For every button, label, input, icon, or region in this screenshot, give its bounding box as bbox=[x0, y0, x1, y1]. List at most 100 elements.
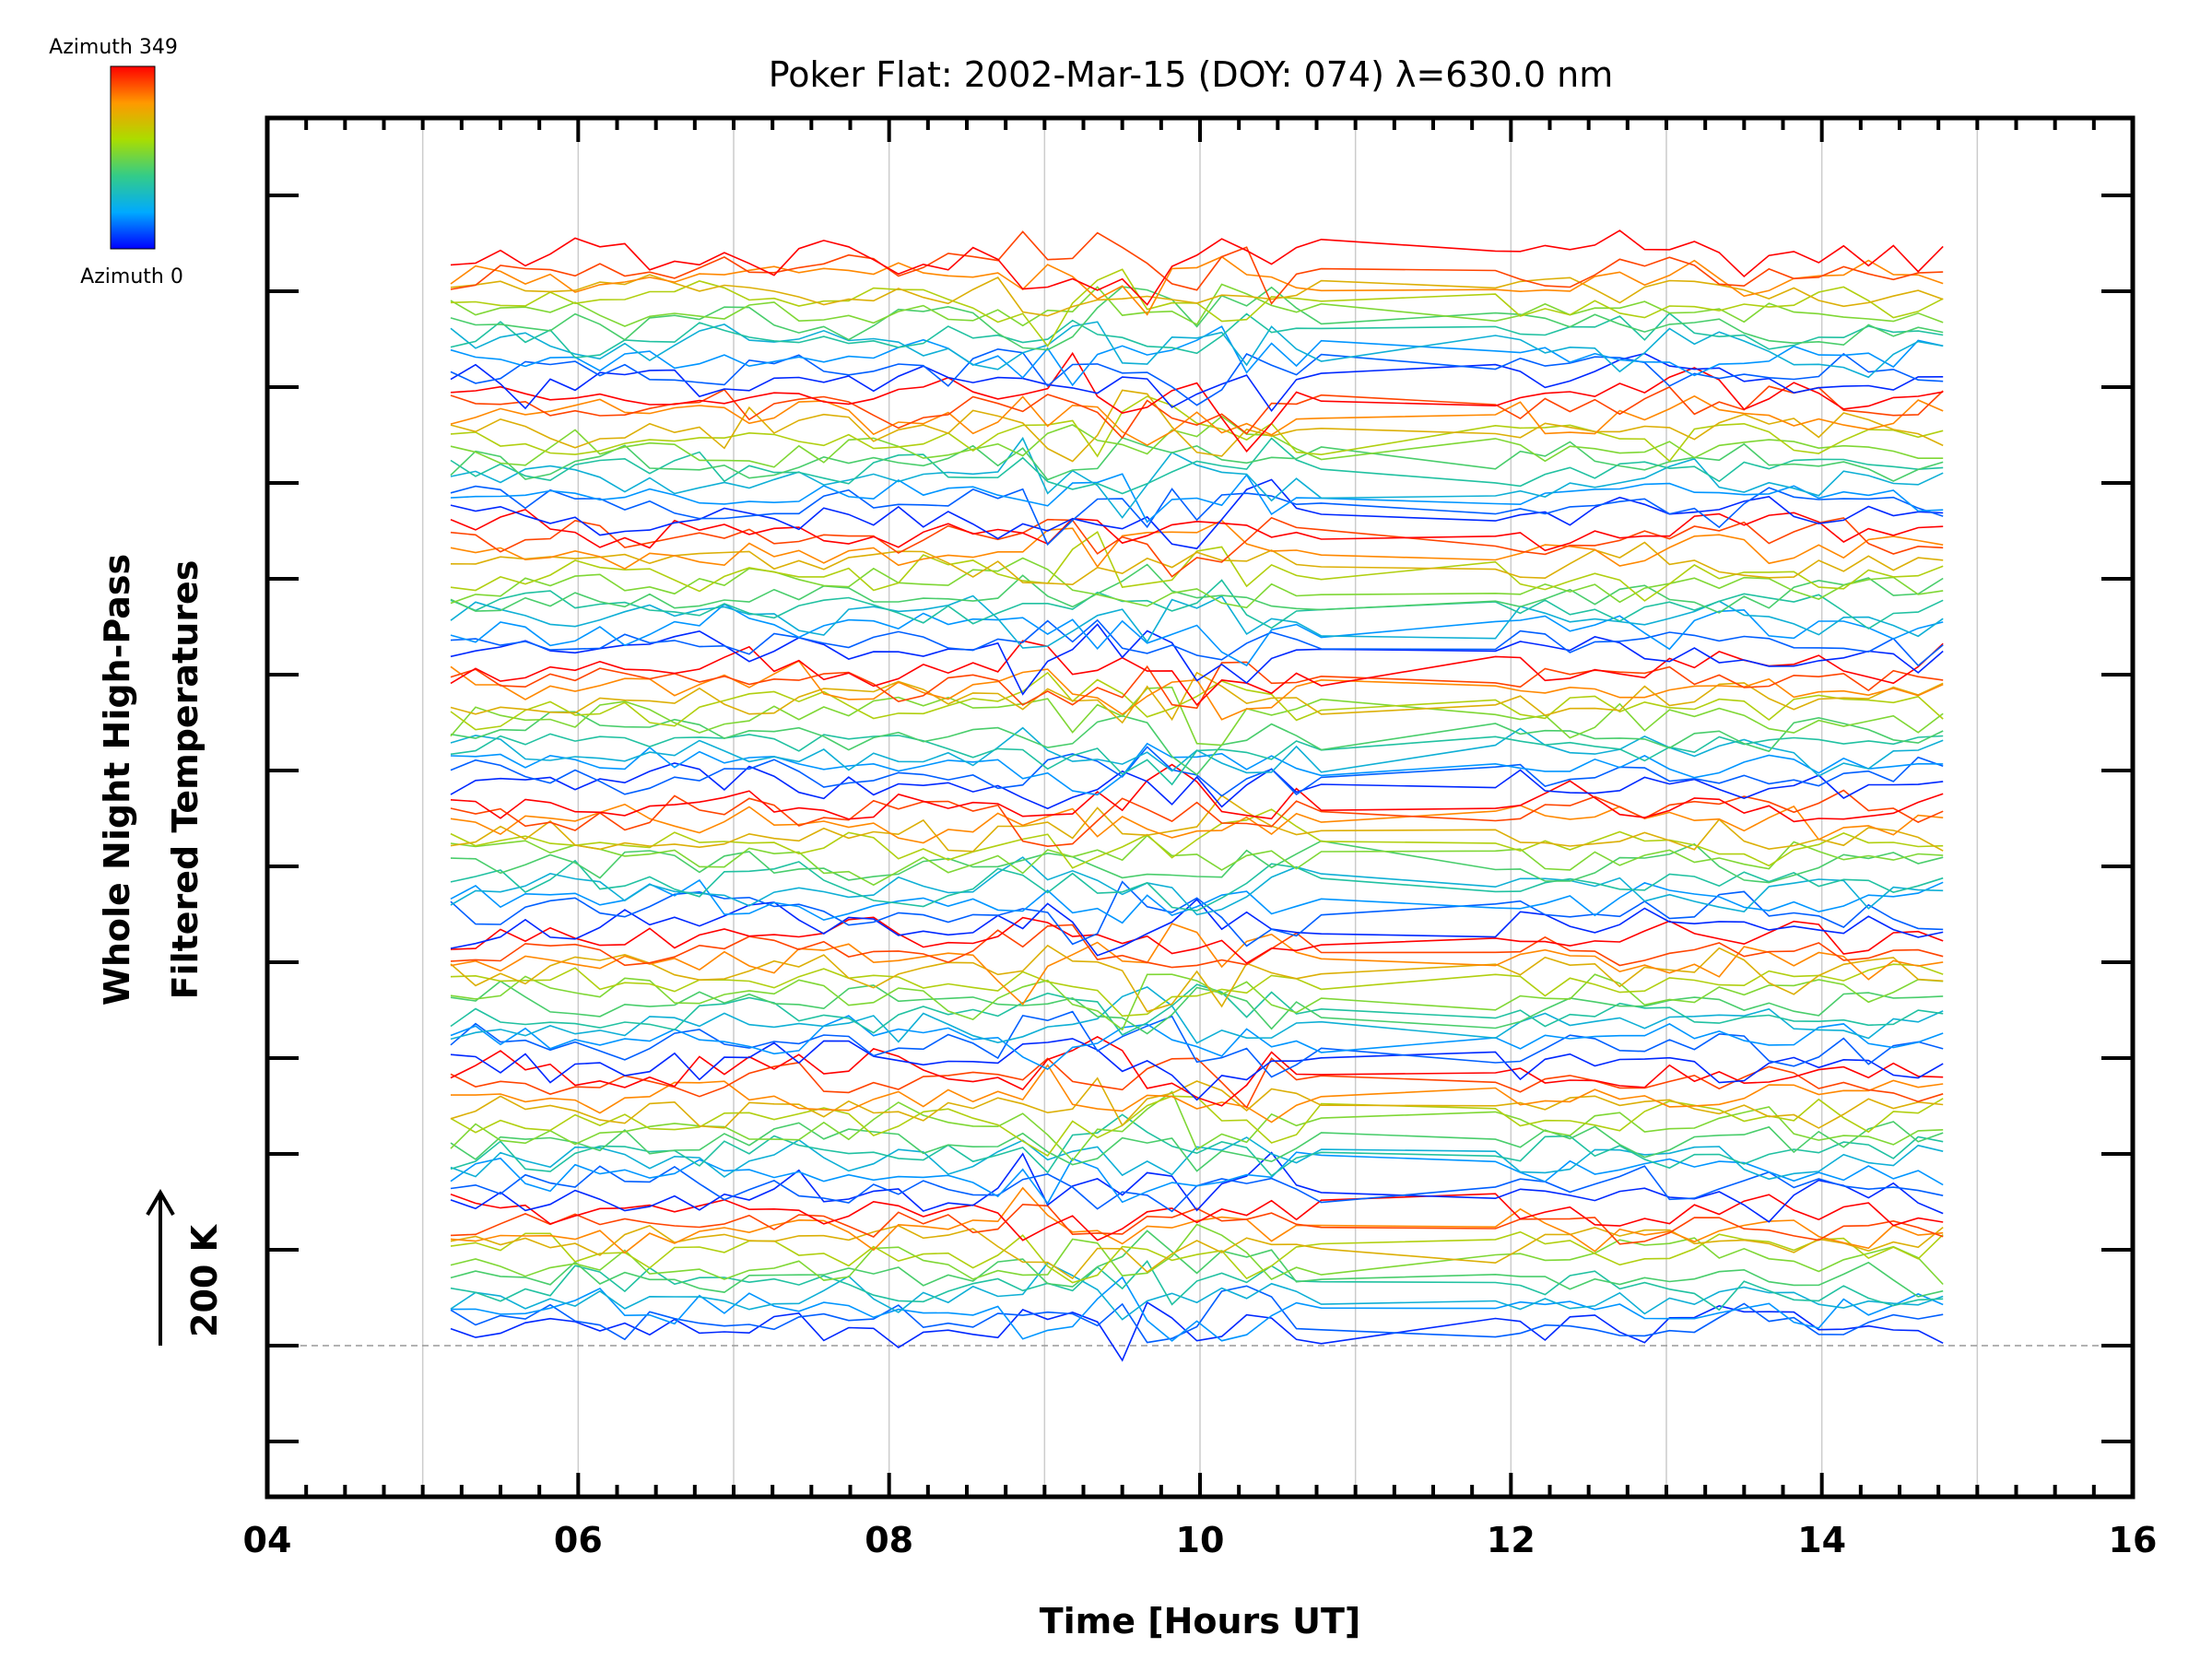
colorbar: Azimuth 349 Azimuth 0 bbox=[49, 36, 183, 288]
series-line bbox=[450, 415, 1944, 468]
series-line bbox=[450, 1090, 1944, 1162]
series-line bbox=[450, 973, 1944, 1031]
series-line bbox=[450, 478, 1944, 550]
series-line bbox=[450, 394, 1944, 447]
series-group bbox=[450, 229, 1944, 1362]
series-line bbox=[450, 1035, 1944, 1107]
scale-bar: 200 K bbox=[146, 1189, 225, 1346]
series-line bbox=[450, 762, 1944, 810]
series-line bbox=[450, 352, 1944, 413]
series-line bbox=[450, 686, 1944, 747]
scale-label: 200 K bbox=[184, 1223, 225, 1337]
series-line bbox=[450, 437, 1944, 495]
series-line bbox=[450, 557, 1944, 609]
series-line bbox=[450, 924, 1944, 969]
series-line bbox=[450, 726, 1944, 777]
series-line bbox=[450, 1121, 1944, 1172]
series-line bbox=[450, 473, 1944, 524]
x-tick-label: 06 bbox=[554, 1520, 603, 1560]
series-line bbox=[450, 312, 1944, 359]
series-line bbox=[450, 618, 1944, 667]
series-line bbox=[450, 255, 1944, 316]
series-line bbox=[450, 840, 1944, 884]
series-line bbox=[450, 733, 1944, 786]
x-tick-label: 16 bbox=[2109, 1520, 2158, 1560]
series-line bbox=[450, 347, 1944, 406]
series-line bbox=[450, 878, 1944, 924]
series-line bbox=[450, 1260, 1944, 1312]
series-line bbox=[450, 742, 1944, 796]
series-line bbox=[450, 1151, 1944, 1223]
series-line bbox=[450, 1203, 1944, 1245]
series-line bbox=[450, 1010, 1944, 1078]
series-line bbox=[450, 1285, 1944, 1344]
series-line bbox=[450, 485, 1944, 547]
series-line bbox=[450, 283, 1944, 327]
series-line bbox=[450, 944, 1944, 1013]
series-line bbox=[450, 1225, 1944, 1280]
series-line bbox=[450, 1276, 1944, 1342]
series-line bbox=[450, 834, 1944, 887]
series-line bbox=[450, 963, 1944, 1018]
series-line bbox=[450, 519, 1944, 571]
series-line bbox=[450, 389, 1944, 463]
series-line bbox=[450, 230, 1944, 305]
series-line bbox=[450, 898, 1944, 957]
series-line bbox=[450, 1186, 1944, 1254]
x-tick-label: 10 bbox=[1176, 1520, 1225, 1560]
series-line bbox=[450, 579, 1944, 630]
series-line bbox=[450, 325, 1944, 387]
series-line bbox=[450, 856, 1944, 916]
series-line bbox=[450, 1300, 1944, 1362]
series-line bbox=[450, 516, 1944, 578]
series-line bbox=[450, 746, 1944, 797]
series-line bbox=[450, 1038, 1944, 1101]
series-line bbox=[450, 1151, 1944, 1206]
series-line bbox=[450, 1077, 1944, 1129]
series-line bbox=[450, 923, 1944, 1006]
series-line bbox=[450, 1193, 1944, 1241]
series-line bbox=[450, 1165, 1944, 1213]
y-axis-label-line1: Whole Night High-Pass bbox=[97, 554, 137, 1006]
series-line bbox=[450, 530, 1944, 602]
series-line bbox=[450, 351, 1944, 453]
x-tick-label: 14 bbox=[1797, 1520, 1846, 1560]
axis-ticks bbox=[265, 118, 2135, 1497]
x-tick-label: 04 bbox=[243, 1520, 292, 1560]
series-line bbox=[450, 563, 1944, 614]
series-line bbox=[450, 916, 1944, 964]
series-line bbox=[450, 763, 1944, 823]
series-line bbox=[450, 1230, 1944, 1298]
series-line bbox=[450, 321, 1944, 379]
series-line bbox=[450, 603, 1944, 667]
series-line bbox=[450, 985, 1944, 1044]
series-line bbox=[450, 1262, 1944, 1321]
series-line bbox=[450, 274, 1944, 317]
x-axis-label: Time [Hours UT] bbox=[1040, 1601, 1361, 1641]
series-line bbox=[450, 980, 1944, 1035]
colorbar-bottom-label: Azimuth 0 bbox=[80, 265, 183, 288]
series-line bbox=[450, 623, 1944, 696]
x-tick-label: 08 bbox=[865, 1520, 913, 1560]
colorbar-top-label: Azimuth 349 bbox=[49, 36, 178, 59]
series-line bbox=[450, 660, 1944, 721]
series-line bbox=[450, 671, 1944, 731]
series-line bbox=[450, 983, 1944, 1036]
series-line bbox=[450, 859, 1944, 912]
series-line bbox=[450, 880, 1944, 947]
x-tick-labels: 04 06 08 10 12 14 16 bbox=[243, 1520, 2158, 1560]
scale-arrow-head bbox=[146, 1189, 175, 1217]
series-line bbox=[450, 1230, 1944, 1284]
x-tick-label: 12 bbox=[1487, 1520, 1535, 1560]
series-line bbox=[450, 803, 1944, 844]
chart-title: Poker Flat: 2002-Mar-15 (DOY: 074) λ=630… bbox=[769, 54, 1614, 95]
series-line bbox=[450, 395, 1944, 463]
series-line bbox=[450, 509, 1944, 552]
series-line bbox=[450, 1223, 1944, 1286]
series-line bbox=[450, 229, 1944, 306]
series-line bbox=[450, 1057, 1944, 1110]
series-line bbox=[450, 671, 1944, 724]
colorbar-gradient bbox=[110, 65, 156, 250]
series-line bbox=[450, 1136, 1944, 1181]
